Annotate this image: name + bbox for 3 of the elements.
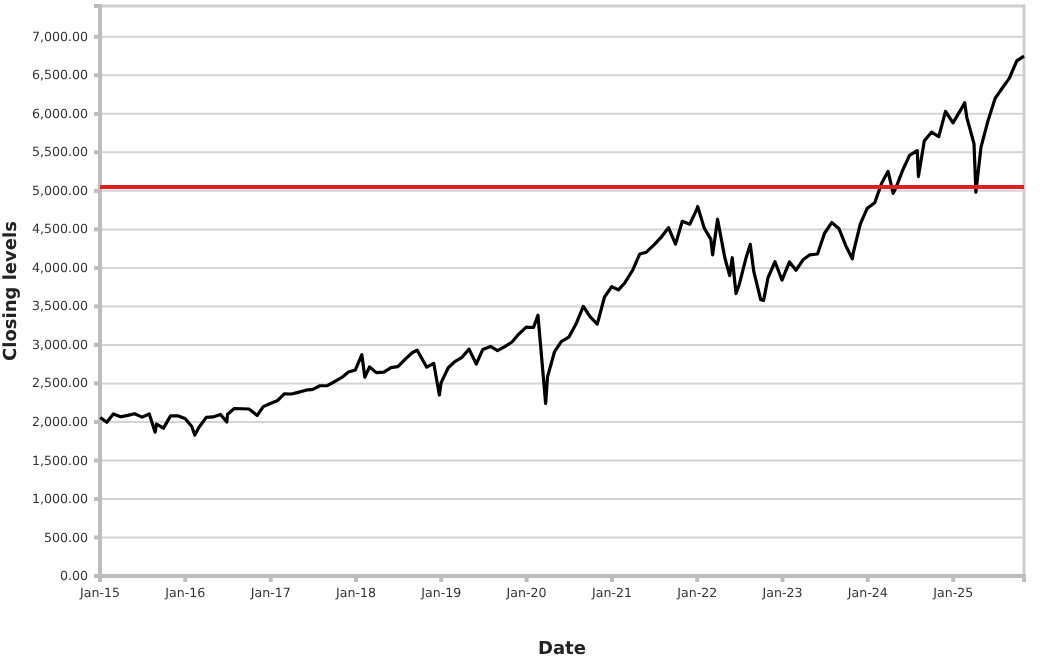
line-series (98, 54, 1026, 437)
x-axis-title: Date (538, 640, 586, 660)
y-axis-title: Closing levels (2, 221, 22, 361)
